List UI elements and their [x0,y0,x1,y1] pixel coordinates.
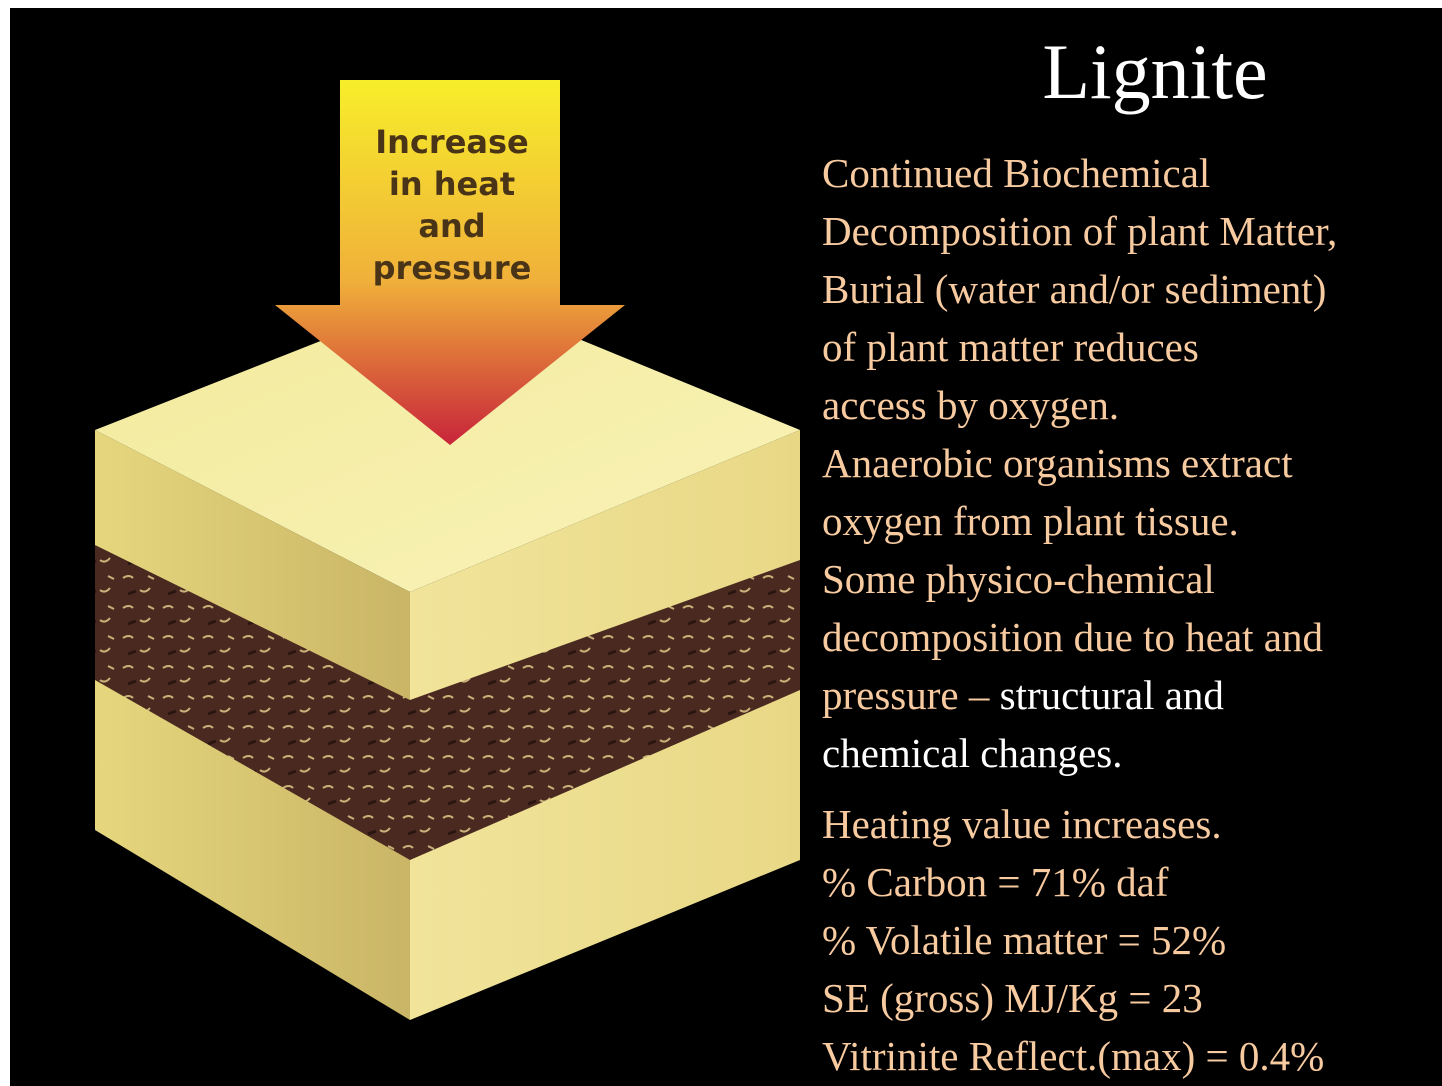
description-line: chemical changes. [822,730,1123,776]
text-segment: of plant matter reduces [822,324,1199,370]
description-line: Decomposition of plant Matter, [822,208,1337,254]
text-segment: decomposition due to heat and [822,614,1323,660]
fact-line: Vitrinite Reflect.(max) = 0.4% [822,1033,1324,1079]
description-line: oxygen from plant tissue. [822,498,1239,544]
slide-title: Lignite [1042,28,1267,115]
fact-line: % Volatile matter = 52% [822,917,1226,963]
text-segment: access by oxygen. [822,382,1119,428]
fact-line: % Carbon = 71% daf [822,859,1169,905]
fact-line: SE (gross) MJ/Kg = 23 [822,975,1203,1021]
text-segment: Continued Biochemical [822,150,1210,196]
arrow-label-line: and [418,207,485,245]
description-line: Continued Biochemical [822,150,1210,196]
page: Increase in heat and pressure Lignite Conti… [0,0,1442,1086]
text-segment: Burial (water and/or sediment) [822,266,1326,312]
text-segment: structural and [1000,672,1224,718]
description-line: of plant matter reduces [822,324,1199,370]
text-segment: oxygen from plant tissue. [822,498,1239,544]
arrow-label-line: Increase [375,123,528,161]
slide: Increase in heat and pressure Lignite Conti… [0,0,1442,1086]
text-segment: Anaerobic organisms extract [822,440,1293,486]
text-segment: pressure – [822,672,1000,718]
text-segment: chemical changes. [822,730,1123,776]
arrow-label-line: in heat [389,165,515,203]
description-line: access by oxygen. [822,382,1119,428]
description-line: pressure – structural and [822,672,1224,718]
description-line: decomposition due to heat and [822,614,1323,660]
description-line: Burial (water and/or sediment) [822,266,1326,312]
arrow-label-line: pressure [373,249,532,287]
description-line: Anaerobic organisms extract [822,440,1293,486]
text-segment: Decomposition of plant Matter, [822,208,1337,254]
text-segment: Some physico-chemical [822,556,1215,602]
description-line: Some physico-chemical [822,556,1215,602]
fact-line: Heating value increases. [822,801,1222,847]
